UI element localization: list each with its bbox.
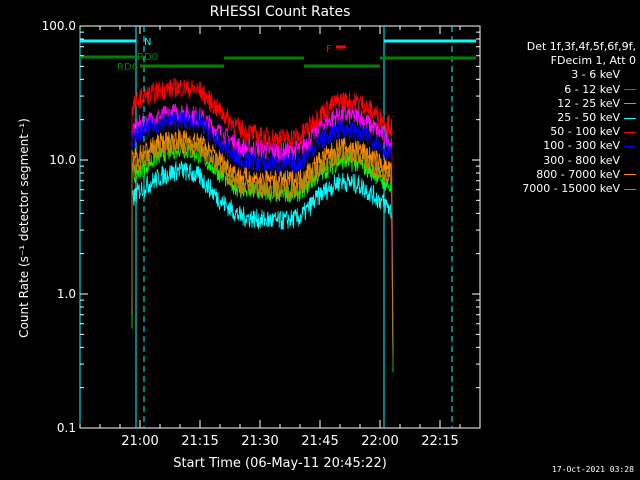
x-axis-label: Start Time (06-May-11 20:45:22) [173,456,387,471]
legend-entry: 300 - 800 keV [482,154,636,168]
legend-swatch [624,160,636,162]
y-tick-label: 10.0 [49,153,76,167]
chart-title: RHESSI Count Rates [210,4,351,20]
x-tick-label: 21:45 [301,434,338,449]
legend-entry-label: 300 - 800 keV [543,153,620,167]
series-line-25-50keV [131,160,394,361]
flare-label: F [326,44,332,55]
y-tick-label: 0.1 [57,421,76,435]
legend-entry-label: 25 - 50 keV [557,111,620,125]
legend: Det 1f,3f,4f,5f,6f,9f, FDecim 1, Att 0 3… [482,40,636,196]
plot-frame [79,25,481,429]
rd6-label: RD6 [117,62,138,73]
legend-swatch [624,174,636,176]
series-line-7000-15000keV [131,135,394,365]
x-tick-label: 21:00 [121,434,158,449]
series-layer [131,77,394,373]
legend-entry-label: 800 - 7000 keV [536,167,620,181]
series-line-100-300keV [131,110,394,348]
legend-entry-label: 100 - 300 keV [543,139,620,153]
y-axis-label: Count Rate (s⁻¹ detector segment⁻¹) [17,118,31,338]
rd0-label: RD0 [137,52,158,63]
x-tick-label: 21:30 [241,434,278,449]
timestamp: 17-Oct-2021 03:28 [552,465,634,474]
y-tick-label: 1.0 [57,287,76,301]
legend-entry: 800 - 7000 keV [482,168,636,182]
series-line-6-12keV [131,103,394,335]
legend-swatch [624,146,636,148]
legend-entry: 100 - 300 keV [482,139,636,153]
legend-swatch [624,75,636,76]
legend-entry: 3 - 6 keV [482,68,636,82]
series-line-800-7000keV [131,128,394,356]
legend-header-line-2: FDecim 1, Att 0 [550,54,636,68]
axes-layer: 0.1 1.0 10.0 100.0 21:00 21:15 21:30 21:45 22:00… [42,19,481,449]
legend-swatch [624,131,636,133]
night-label: N [144,37,151,48]
legend-entry: 12 - 25 keV [482,97,636,111]
x-tick-label: 22:15 [421,434,458,449]
x-tick-label: 21:15 [181,434,218,449]
legend-entries: 3 - 6 keV 6 - 12 keV 12 - 25 keV 25 - 50 ke… [482,68,636,196]
legend-swatch [624,188,636,190]
legend-entry: 25 - 50 keV [482,111,636,125]
legend-entry-label: 6 - 12 keV [564,82,620,96]
legend-header-line-1: Det 1f,3f,4f,5f,6f,9f, [526,40,636,53]
legend-entry-label: 12 - 25 keV [557,96,620,110]
legend-entry-label: 3 - 6 keV [571,68,620,82]
series-line-50-100keV [131,77,394,341]
legend-entry: 50 - 100 keV [482,125,636,139]
legend-swatch [624,89,636,91]
legend-swatch [624,117,636,119]
legend-entry-label: 50 - 100 keV [550,125,620,139]
legend-entry-label: 7000 - 15000 keV [522,182,620,196]
legend-entry: 6 - 12 keV [482,83,636,97]
x-tick-label: 22:00 [361,434,398,449]
y-tick-label: 100.0 [42,19,76,33]
legend-entry: 7000 - 15000 keV [482,182,636,196]
legend-swatch [624,103,636,105]
